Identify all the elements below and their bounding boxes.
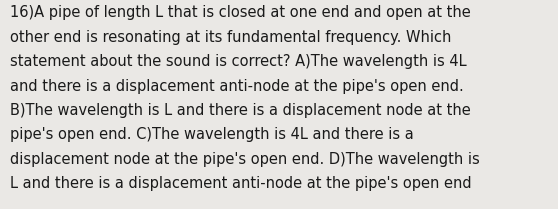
Text: displacement node at the pipe's open end. D)The wavelength is: displacement node at the pipe's open end… [10,152,480,167]
Text: and there is a displacement anti-node at the pipe's open end.: and there is a displacement anti-node at… [10,79,464,94]
Text: pipe's open end. C)The wavelength is 4L and there is a: pipe's open end. C)The wavelength is 4L … [10,127,414,143]
Text: L and there is a displacement anti-node at the pipe's open end: L and there is a displacement anti-node … [10,176,472,191]
Text: B)The wavelength is L and there is a displacement node at the: B)The wavelength is L and there is a dis… [10,103,471,118]
Text: statement about the sound is correct? A)The wavelength is 4L: statement about the sound is correct? A)… [10,54,466,69]
Text: 16)A pipe of length L that is closed at one end and open at the: 16)A pipe of length L that is closed at … [10,5,471,20]
Text: other end is resonating at its fundamental frequency. Which: other end is resonating at its fundament… [10,30,451,45]
